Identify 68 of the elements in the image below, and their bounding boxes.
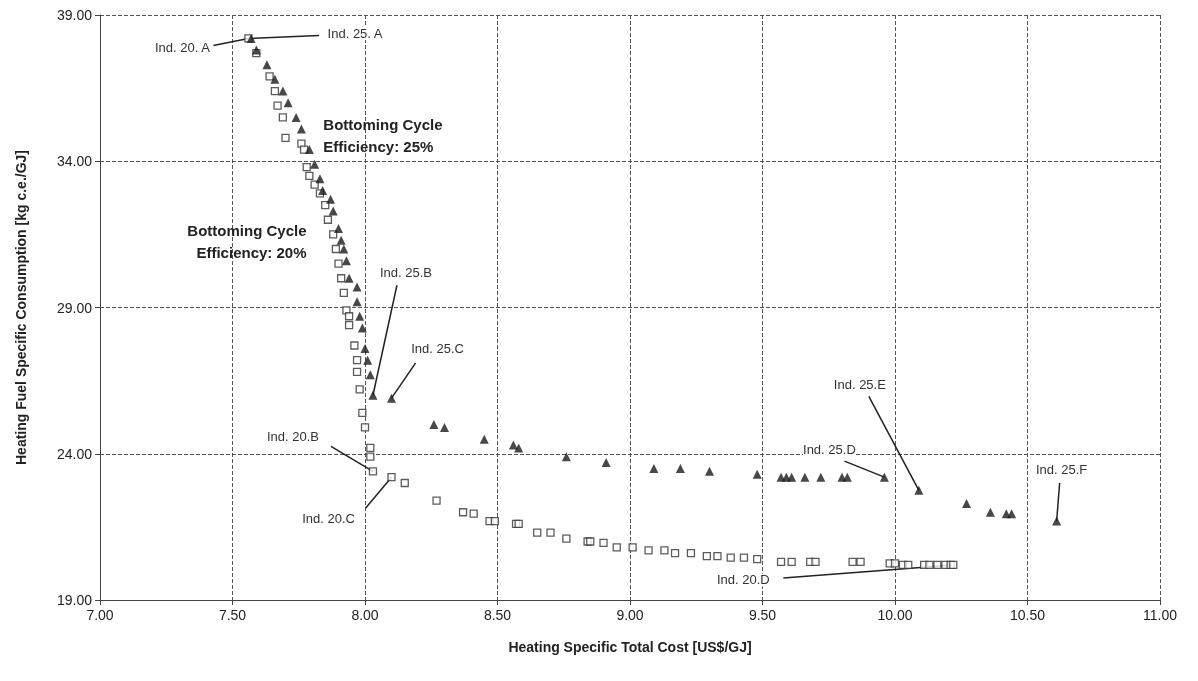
point [368, 390, 378, 400]
x-tick-label: 7.00 [86, 607, 114, 623]
series-label: Bottoming Cycle Efficiency: 20% [187, 222, 307, 262]
x-tick-label: 9.50 [748, 607, 777, 623]
point [315, 174, 325, 184]
point [561, 452, 571, 462]
x-tick-label: 11.00 [1143, 607, 1178, 623]
point [304, 145, 314, 155]
annotation: Ind. 20.B [266, 428, 319, 444]
annotation: Ind. 25. A [327, 25, 383, 41]
point [360, 343, 370, 353]
y-tick-label: 19.00 [56, 592, 93, 608]
x-tick-label: 10.00 [877, 607, 913, 623]
point [339, 244, 349, 254]
point [649, 463, 659, 473]
annotation: Ind. 25.E [833, 376, 887, 392]
y-tick-label: 34.00 [56, 153, 93, 170]
point [1007, 509, 1017, 519]
x-tick-label: 10.50 [1009, 607, 1046, 623]
point [985, 507, 995, 517]
point [675, 463, 685, 473]
series-label: Bottoming Cycle Efficiency: 25% [323, 116, 443, 156]
point [270, 74, 280, 84]
x-tick-label: 7.50 [218, 607, 247, 623]
y-tick-label: 39.00 [56, 7, 93, 23]
point [816, 472, 826, 482]
point [787, 472, 797, 482]
point [440, 422, 449, 432]
point [842, 472, 852, 482]
annotation: Ind. 25.C [411, 340, 464, 356]
point [262, 60, 272, 70]
point [962, 498, 972, 508]
point [344, 273, 354, 283]
point [914, 485, 924, 495]
point [363, 355, 373, 365]
x-tick-label: 9.00 [616, 607, 644, 623]
point [278, 86, 288, 96]
point [429, 420, 439, 429]
point [1052, 516, 1062, 526]
point [601, 458, 611, 468]
x-tick-label: 8.00 [351, 607, 379, 623]
point [336, 235, 346, 245]
point [352, 297, 362, 307]
point [334, 224, 343, 234]
point [387, 393, 396, 403]
x-tick-label: 8.50 [483, 607, 512, 623]
y-tick-label: 29.00 [56, 299, 93, 316]
annotation: Ind. 20. A [154, 39, 211, 55]
point [341, 256, 351, 266]
x-axis-title: Heating Specific Total Cost [US$/GJ] [508, 639, 752, 655]
annotation: Ind. 25.F [1035, 461, 1088, 477]
point [800, 472, 810, 482]
point [355, 311, 365, 321]
annotation: Ind. 25.B [379, 264, 432, 280]
annotation: Ind. 20.D [716, 572, 770, 588]
y-tick-label: 24.00 [56, 445, 93, 462]
point [296, 124, 306, 134]
point [310, 159, 320, 169]
annotation: Ind. 20.C [302, 510, 355, 526]
point [479, 434, 489, 444]
point [752, 469, 762, 479]
point [705, 466, 714, 476]
annotation: Ind. 25.D [803, 441, 856, 457]
point [352, 282, 362, 292]
point [291, 112, 301, 122]
y-axis-title: Heating Fuel Specific Consumption [kg c.e./GJ] [13, 149, 29, 466]
point [879, 472, 889, 482]
point [326, 194, 336, 204]
